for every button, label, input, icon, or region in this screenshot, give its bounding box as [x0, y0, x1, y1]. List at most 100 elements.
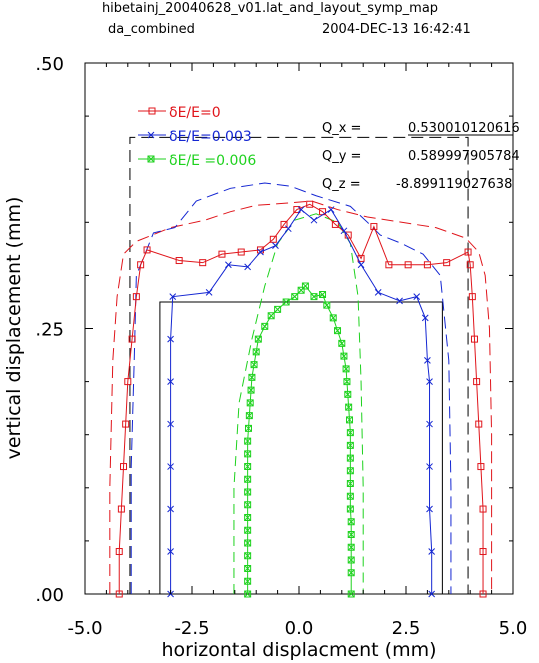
data-point — [128, 335, 136, 343]
header-subtitle: da_combined — [108, 22, 195, 37]
series-line — [118, 203, 484, 594]
data-point — [248, 373, 256, 381]
data-point — [345, 403, 353, 411]
data-point — [167, 335, 174, 343]
data-point — [464, 248, 472, 256]
data-point — [218, 250, 226, 258]
aperture-boxes — [129, 136, 469, 594]
data-point — [169, 293, 177, 300]
data-point — [319, 291, 327, 299]
data-point — [426, 505, 433, 513]
data-point — [115, 590, 123, 598]
data-point — [346, 429, 354, 437]
data-point — [244, 263, 251, 271]
data-point — [426, 378, 433, 385]
envelope-curve-2 — [233, 213, 364, 594]
data-point — [344, 231, 352, 239]
data-point — [342, 365, 350, 373]
data-point — [280, 220, 288, 228]
data-point — [466, 261, 474, 269]
data-point — [244, 450, 252, 458]
data-point — [310, 216, 318, 224]
data-point — [244, 463, 252, 471]
data-point — [347, 556, 355, 564]
data-point — [167, 463, 174, 470]
data-point — [347, 569, 355, 577]
series-0 — [115, 200, 487, 598]
data-point — [205, 289, 213, 296]
data-point — [396, 297, 403, 305]
data-point — [477, 463, 485, 471]
data-point — [244, 565, 252, 573]
data-point — [120, 463, 128, 471]
y-axis-title: vertical displacement (mm) — [3, 197, 25, 460]
data-point — [244, 539, 252, 547]
data-series — [115, 200, 487, 598]
data-point — [250, 361, 258, 369]
x-tick-label: 2.5 — [392, 618, 421, 639]
data-point — [297, 206, 305, 213]
data-point — [475, 420, 483, 428]
tune-qx-label: Q_x = — [322, 121, 361, 136]
data-point — [117, 505, 125, 513]
data-point — [428, 548, 436, 555]
data-point — [426, 463, 433, 470]
data-point — [357, 261, 365, 269]
data-point — [291, 293, 299, 301]
series-2 — [244, 282, 355, 598]
x-tick-label: -5.0 — [67, 618, 102, 639]
data-point — [274, 305, 282, 313]
data-point — [413, 293, 421, 300]
data-point — [479, 590, 487, 598]
x-tick-label: 5.0 — [499, 618, 528, 639]
data-point — [346, 441, 354, 449]
data-point — [175, 257, 183, 265]
data-point — [323, 301, 331, 309]
data-point — [443, 259, 451, 267]
legend: δE/E=0 δE/E=0.003 δE/E =0.006 — [138, 105, 256, 169]
data-point — [137, 261, 145, 269]
data-point — [346, 454, 354, 462]
series-1 — [167, 206, 436, 598]
legend-marker-de0 — [148, 107, 156, 115]
data-point — [343, 378, 351, 386]
data-point — [426, 420, 433, 428]
data-point — [347, 531, 355, 539]
data-point — [256, 246, 264, 254]
data-point — [244, 424, 252, 432]
data-point — [346, 416, 354, 424]
data-point — [338, 339, 346, 347]
data-point — [347, 590, 355, 598]
data-point — [385, 261, 393, 269]
data-point — [122, 420, 130, 428]
tune-qz-label: Q_z = — [322, 177, 361, 192]
data-point — [473, 378, 481, 386]
tune-readout: Q_x = 0.530010120616 Q_y = 0.58999790578… — [322, 121, 520, 192]
data-point — [423, 261, 431, 269]
data-point — [143, 246, 151, 254]
data-point — [347, 518, 355, 526]
header-timestamp: 2004-DEC-13 16:42:41 — [322, 22, 471, 37]
data-point — [347, 543, 355, 551]
data-point — [293, 206, 301, 214]
aperture-box-solid — [159, 301, 443, 594]
data-point — [424, 357, 431, 364]
data-point — [374, 289, 382, 296]
data-point — [470, 335, 478, 343]
data-point — [346, 505, 354, 513]
envelope-curve-1 — [130, 182, 452, 594]
data-point — [269, 235, 277, 243]
data-point — [124, 378, 132, 386]
legend-label-de0: δE/E=0 — [169, 105, 221, 121]
data-point — [329, 314, 337, 322]
data-point — [244, 526, 252, 534]
data-point — [246, 399, 254, 407]
data-point — [257, 248, 264, 256]
data-point — [284, 225, 292, 233]
data-point — [370, 223, 378, 231]
data-point — [244, 475, 252, 483]
data-point — [346, 467, 354, 475]
data-point — [254, 335, 262, 343]
data-point — [468, 293, 476, 301]
data-point — [244, 577, 252, 585]
